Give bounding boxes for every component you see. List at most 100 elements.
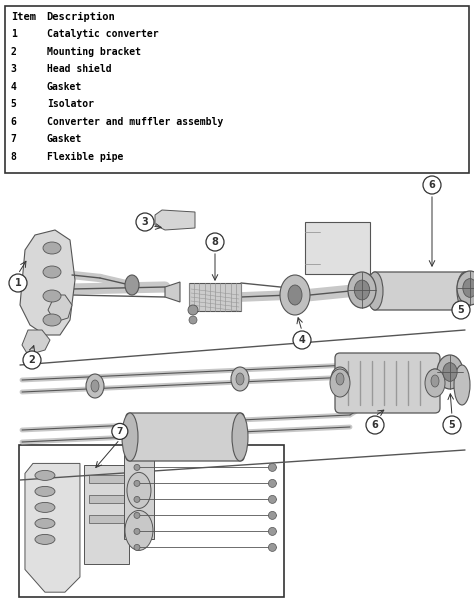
Ellipse shape (35, 487, 55, 496)
Text: Mounting bracket: Mounting bracket (47, 47, 141, 57)
Ellipse shape (268, 544, 276, 551)
Text: 1: 1 (11, 29, 17, 39)
Ellipse shape (125, 275, 139, 295)
Ellipse shape (268, 464, 276, 471)
Bar (19, 445, 284, 597)
Ellipse shape (268, 496, 276, 504)
Ellipse shape (457, 271, 474, 305)
Ellipse shape (280, 275, 310, 315)
Text: 2: 2 (11, 47, 17, 57)
Ellipse shape (122, 413, 138, 461)
Polygon shape (165, 282, 180, 302)
Text: 1: 1 (15, 278, 21, 288)
Bar (305, 222, 370, 274)
Ellipse shape (457, 272, 473, 310)
Ellipse shape (231, 367, 249, 391)
Polygon shape (48, 295, 72, 322)
Polygon shape (25, 464, 80, 592)
Text: 8: 8 (211, 237, 219, 247)
Text: Gasket: Gasket (47, 135, 82, 144)
Text: Converter and muffler assembly: Converter and muffler assembly (47, 117, 223, 127)
Text: 3: 3 (142, 217, 148, 227)
Ellipse shape (91, 380, 99, 392)
Circle shape (293, 331, 311, 349)
Text: 6: 6 (372, 420, 378, 430)
Ellipse shape (134, 496, 140, 502)
Text: Head shield: Head shield (47, 64, 111, 74)
Ellipse shape (336, 373, 344, 385)
Polygon shape (22, 330, 50, 355)
Text: 8: 8 (11, 152, 17, 162)
FancyBboxPatch shape (372, 272, 468, 310)
Circle shape (452, 301, 470, 319)
Text: 4: 4 (11, 82, 17, 92)
Circle shape (206, 233, 224, 251)
Bar (84, 465, 129, 564)
Circle shape (112, 424, 128, 439)
Bar (89, 476, 124, 484)
Ellipse shape (125, 510, 153, 550)
Polygon shape (155, 210, 195, 230)
Bar (189, 283, 241, 311)
Circle shape (443, 416, 461, 434)
Text: 2: 2 (28, 355, 36, 365)
Ellipse shape (134, 544, 140, 550)
Ellipse shape (35, 534, 55, 544)
Text: Description: Description (47, 12, 116, 22)
Ellipse shape (331, 367, 349, 391)
Ellipse shape (35, 518, 55, 528)
Text: Gasket: Gasket (47, 82, 82, 92)
Ellipse shape (426, 369, 444, 393)
Circle shape (366, 416, 384, 434)
Bar (89, 496, 124, 504)
FancyBboxPatch shape (126, 413, 244, 461)
Bar (89, 516, 124, 524)
Text: 5: 5 (11, 99, 17, 109)
Text: Flexible pipe: Flexible pipe (47, 152, 123, 162)
Ellipse shape (425, 369, 445, 397)
Text: Catalytic converter: Catalytic converter (47, 29, 158, 39)
Ellipse shape (86, 374, 104, 398)
Ellipse shape (431, 375, 439, 387)
FancyBboxPatch shape (335, 353, 440, 413)
Ellipse shape (463, 279, 474, 298)
Text: 5: 5 (448, 420, 456, 430)
Text: Isolator: Isolator (47, 99, 94, 109)
Text: 3: 3 (11, 64, 17, 74)
Circle shape (136, 213, 154, 231)
Ellipse shape (268, 479, 276, 487)
Ellipse shape (43, 314, 61, 326)
Ellipse shape (437, 355, 463, 389)
Ellipse shape (134, 528, 140, 534)
Circle shape (9, 274, 27, 292)
Ellipse shape (43, 266, 61, 278)
Ellipse shape (134, 513, 140, 518)
Bar (124, 456, 154, 539)
Bar (5, 6, 469, 173)
Ellipse shape (330, 369, 350, 397)
Ellipse shape (288, 285, 302, 305)
Ellipse shape (232, 413, 248, 461)
Ellipse shape (43, 242, 61, 254)
Ellipse shape (354, 280, 370, 300)
Ellipse shape (35, 502, 55, 513)
Ellipse shape (35, 470, 55, 481)
Circle shape (423, 176, 441, 194)
Ellipse shape (268, 511, 276, 519)
Text: Item: Item (11, 12, 36, 22)
Ellipse shape (189, 316, 197, 324)
Text: 6: 6 (428, 180, 436, 190)
Circle shape (23, 351, 41, 369)
Ellipse shape (127, 473, 151, 508)
Text: 7: 7 (11, 135, 17, 144)
Ellipse shape (134, 481, 140, 487)
Text: 4: 4 (299, 335, 305, 345)
Ellipse shape (454, 365, 470, 405)
Text: 6: 6 (11, 117, 17, 127)
Ellipse shape (268, 527, 276, 536)
Polygon shape (20, 230, 75, 335)
Ellipse shape (134, 464, 140, 470)
Ellipse shape (236, 373, 244, 385)
Ellipse shape (443, 362, 457, 381)
Text: 7: 7 (117, 427, 123, 436)
